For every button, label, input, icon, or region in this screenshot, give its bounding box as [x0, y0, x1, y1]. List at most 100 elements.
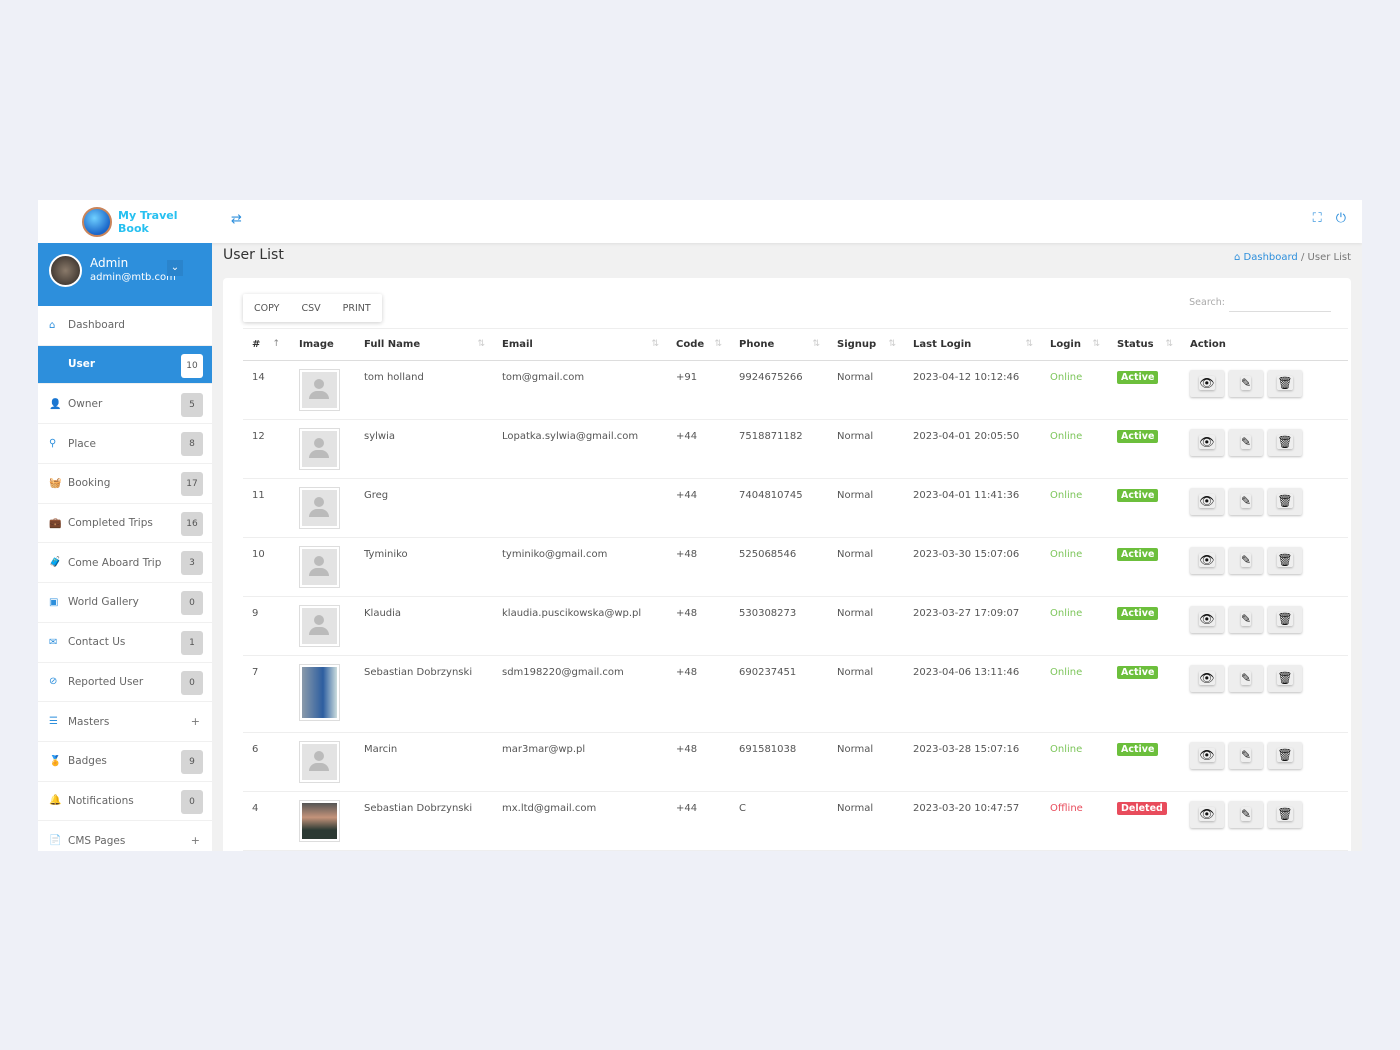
eye-button[interactable]: 👁 [1190, 429, 1224, 456]
sidebar-item-masters[interactable]: ☰ Masters + [38, 702, 212, 742]
pencil-button[interactable]: ✎ [1229, 429, 1263, 456]
cell-signup-text: Normal [837, 431, 874, 442]
power-icon[interactable]: ⏻ [1335, 211, 1346, 226]
pencil-button[interactable]: ✎ [1229, 488, 1263, 515]
column-header-image: Image [290, 328, 355, 361]
column-header-[interactable]: # ↑ [243, 328, 290, 361]
cell-id: 10 [243, 537, 290, 597]
sidebar-nav: ⌂ Dashboard User 10 👤 Owner 5 ⚲ Place 8 🧺 Booking 17… [38, 306, 212, 851]
sidebar-item-notifications[interactable]: 🔔 Notifications 0 [38, 782, 212, 822]
trash-button[interactable]: 🗑 [1268, 488, 1302, 515]
cell-last-login-text: 2023-04-12 10:12:46 [913, 372, 1020, 383]
pencil-button[interactable]: ✎ [1229, 742, 1263, 769]
column-header-label: Phone [739, 339, 775, 350]
sort-icon[interactable]: ⇅ [812, 339, 820, 349]
badge-icon: 🏅 [49, 755, 62, 767]
column-header-last-login[interactable]: Last Login ⇅ [904, 328, 1041, 361]
logo-text: My Travel Book [118, 209, 178, 235]
trash-button[interactable]: 🗑 [1268, 606, 1302, 633]
pencil-icon: ✎ [1240, 807, 1252, 821]
pencil-button[interactable]: ✎ [1229, 665, 1263, 692]
cell-id-text: 14 [252, 372, 265, 383]
search-input[interactable] [1229, 292, 1331, 312]
cell-email: mar3mar@wp.pl [493, 732, 667, 792]
trash-button[interactable]: 🗑 [1268, 429, 1302, 456]
cell-phone-text: C [739, 803, 746, 814]
sidebar-item-completed-trips[interactable]: 💼 Completed Trips 16 [38, 504, 212, 544]
table-row: 7 Sebastian Dobrzynski sdm198220@gmail.com… [243, 655, 1348, 733]
breadcrumb-dashboard[interactable]: ⌂ Dashboard [1234, 252, 1298, 263]
cell-status: Active [1108, 537, 1181, 597]
sidebar-item-badges[interactable]: 🏅 Badges 9 [38, 742, 212, 782]
trash-button[interactable]: 🗑 [1268, 665, 1302, 692]
pencil-button[interactable]: ✎ [1229, 547, 1263, 574]
export-buttons: COPY CSV PRINT [243, 294, 382, 322]
sort-icon[interactable]: ⇅ [1025, 339, 1033, 349]
sidebar-item-owner[interactable]: 👤 Owner 5 [38, 385, 212, 425]
sidebar-item-cms-pages[interactable]: 📄 CMS Pages + [38, 821, 212, 851]
print-button[interactable]: PRINT [342, 303, 371, 314]
sidebar-item-reported-user[interactable]: ⊘ Reported User 0 [38, 663, 212, 703]
cell-code: +44 [667, 478, 730, 538]
expand-icon[interactable]: + [190, 834, 200, 848]
sort-icon[interactable]: ⇅ [714, 339, 722, 349]
user-placeholder-image [299, 428, 340, 470]
sidebar-item-dashboard[interactable]: ⌂ Dashboard [38, 306, 212, 346]
expand-icon[interactable]: + [190, 715, 200, 729]
column-header-email[interactable]: Email ⇅ [493, 328, 667, 361]
sort-icon[interactable]: ⇅ [1092, 339, 1100, 349]
eye-button[interactable]: 👁 [1190, 742, 1224, 769]
sidebar-item-come-aboard-trip[interactable]: 🧳 Come Aboard Trip 3 [38, 543, 212, 584]
pencil-button[interactable]: ✎ [1229, 370, 1263, 397]
cell-phone: 530308273 [730, 596, 828, 656]
column-header-full-name[interactable]: Full Name ⇅ [355, 328, 493, 361]
cell-image [290, 537, 355, 597]
column-header-signup[interactable]: Signup ⇅ [828, 328, 904, 361]
trash-button[interactable]: 🗑 [1268, 370, 1302, 397]
table-row: 6 Marcin mar3mar@wp.pl +48 691581038 Normal 20… [243, 732, 1348, 792]
expand-icon[interactable]: ⛶ [1312, 211, 1322, 226]
sort-icon[interactable]: ⇅ [888, 339, 896, 349]
swap-arrows-icon[interactable]: ⇄ [231, 212, 242, 227]
pencil-button[interactable]: ✎ [1229, 606, 1263, 633]
eye-button[interactable]: 👁 [1190, 547, 1224, 574]
eye-button[interactable]: 👁 [1190, 801, 1224, 828]
column-header-code[interactable]: Code ⇅ [667, 328, 730, 361]
table-row: 4 Sebastian Dobrzynski mx.ltd@gmail.com +44… [243, 791, 1348, 851]
eye-button[interactable]: 👁 [1190, 665, 1224, 692]
eye-button[interactable]: 👁 [1190, 488, 1224, 515]
copy-button[interactable]: COPY [254, 303, 280, 314]
trash-button[interactable]: 🗑 [1268, 742, 1302, 769]
login-status: Offline [1050, 803, 1083, 814]
sidebar-item-user[interactable]: User 10 [38, 345, 212, 384]
cell-id: 11 [243, 478, 290, 538]
sort-icon[interactable]: ⇅ [477, 339, 485, 349]
sidebar-item-place[interactable]: ⚲ Place 8 [38, 424, 212, 465]
trash-button[interactable]: 🗑 [1268, 547, 1302, 574]
sort-icon[interactable]: ⇅ [651, 339, 659, 349]
eye-button[interactable]: 👁 [1190, 606, 1224, 633]
chevron-down-icon[interactable]: ⌄ [167, 260, 183, 276]
sort-icon[interactable]: ↑ [272, 339, 280, 349]
cell-full-name-text: Marcin [364, 744, 398, 755]
logo[interactable]: My Travel Book [82, 207, 178, 237]
home-icon: ⌂ [49, 319, 56, 331]
sidebar-item-label: Reported User [68, 675, 144, 688]
cell-email-text: mar3mar@wp.pl [502, 744, 586, 755]
login-status: Online [1050, 667, 1083, 678]
column-header-phone[interactable]: Phone ⇅ [730, 328, 828, 361]
cell-full-name: Tyminiko [355, 537, 493, 597]
trash-button[interactable]: 🗑 [1268, 801, 1302, 828]
cell-full-name: Klaudia [355, 596, 493, 656]
pencil-button[interactable]: ✎ [1229, 801, 1263, 828]
cell-code: +48 [667, 655, 730, 733]
column-header-status[interactable]: Status ⇅ [1108, 328, 1181, 361]
column-header-login[interactable]: Login ⇅ [1041, 328, 1108, 361]
sort-icon[interactable]: ⇅ [1165, 339, 1173, 349]
cell-login: Online [1041, 596, 1108, 656]
sidebar-item-contact-us[interactable]: ✉ Contact Us 1 [38, 623, 212, 663]
csv-button[interactable]: CSV [301, 303, 321, 314]
sidebar-item-booking[interactable]: 🧺 Booking 17 [38, 464, 212, 504]
eye-button[interactable]: 👁 [1190, 370, 1224, 397]
sidebar-item-world-gallery[interactable]: ▣ World Gallery 0 [38, 583, 212, 623]
